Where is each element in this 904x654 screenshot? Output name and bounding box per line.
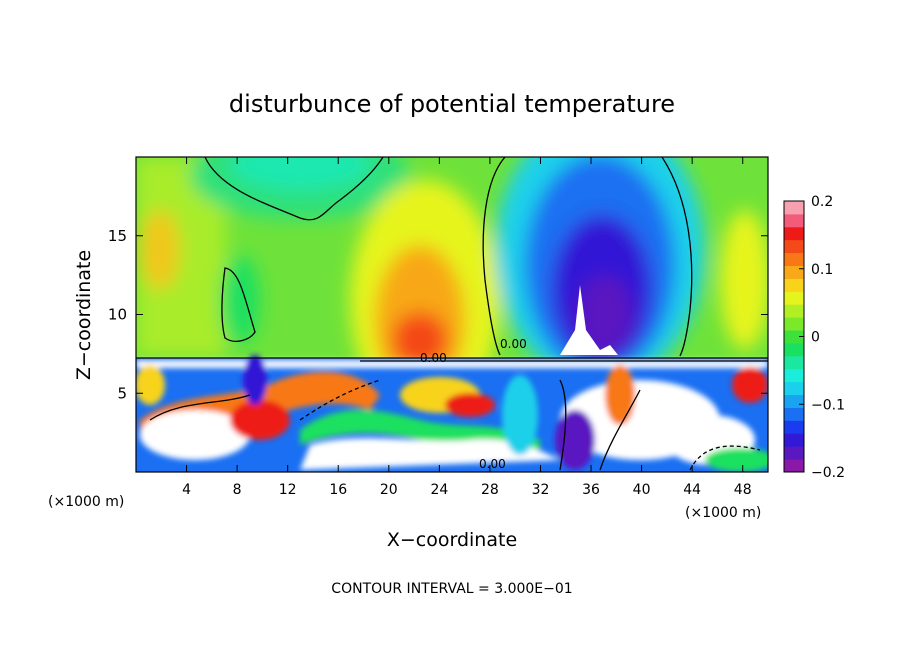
x-unit-label-left: (×1000 m) (48, 494, 124, 510)
lower-warm-blob-left (230, 400, 290, 440)
colorbar-tick-label: 0.1 (811, 262, 833, 278)
contour-line-top-arc (204, 157, 384, 221)
x-unit-label-right: (×1000 m) (685, 505, 761, 521)
lower-yellow-blob-left (136, 365, 165, 405)
chart-title: disturbunce of potential temperature (229, 90, 675, 118)
lower-red-blob-mid (445, 393, 495, 417)
colorbar-swatch (784, 226, 804, 241)
y-tick-label: 5 (117, 384, 127, 402)
x-tick-label: 12 (279, 482, 297, 498)
colorbar-tick-label: 0.2 (811, 194, 833, 210)
colorbar-swatch (784, 420, 804, 434)
heatmap-field: 0.00 0.00 0.00 (136, 157, 768, 472)
x-tick-label: 48 (734, 482, 752, 498)
x-tick-label: 8 (233, 482, 242, 498)
colorbar-swatch (784, 433, 804, 447)
x-tick-label: 32 (532, 482, 550, 498)
colorbar-swatch (784, 368, 804, 383)
colorbar-swatch (784, 407, 804, 421)
x-axis-ticks: 4 8 12 16 20 24 28 32 36 40 44 48 (182, 157, 752, 498)
x-tick-label: 20 (380, 482, 398, 498)
contour-line-lower-5 (299, 379, 381, 421)
y-tick-label: 10 (108, 306, 127, 324)
contour-line-lower-2 (559, 379, 567, 471)
colorbar-swatch (784, 252, 804, 267)
lower-blue-dark-blob (243, 355, 267, 405)
x-axis-label: X−coordinate (387, 529, 517, 551)
lower-warm-streak-right (605, 365, 635, 425)
colorbar-swatch (784, 239, 804, 254)
colorbar-swatch (784, 278, 804, 292)
lower-white-streak (300, 438, 560, 470)
lower-white-blob-left (140, 410, 250, 460)
contour-line-island (221, 267, 256, 342)
contour-lines (136, 157, 768, 471)
warm-plume-core (392, 312, 448, 368)
y-axis-label: Z−coordinate (73, 250, 95, 380)
field-patch-green-mid (220, 255, 260, 345)
x-tick-label: 24 (430, 482, 448, 498)
colorbar-swatch (784, 213, 804, 228)
colorbar-swatch (784, 394, 804, 408)
field-patch-top-left-inner (230, 157, 370, 190)
y-tick-label: 15 (108, 227, 127, 245)
contour-line-lower-3 (599, 389, 641, 471)
contour-line-lower-1 (149, 394, 251, 421)
colorbar-swatch (784, 355, 804, 370)
y-axis-ticks: 5 10 15 (108, 227, 768, 402)
x-tick-label: 4 (182, 482, 191, 498)
cold-plume-core (577, 275, 633, 355)
colorbar-swatch (784, 330, 804, 344)
lower-red-blob-right (732, 367, 768, 403)
contour-interval-note: CONTOUR INTERVAL = 3.000E−01 (331, 581, 572, 597)
contour-label-1: 0.00 (420, 351, 447, 365)
colorbar-swatch (784, 201, 804, 215)
colorbar-swatch (784, 317, 804, 331)
contour-line-plume-left (482, 157, 506, 356)
x-tick-label: 16 (329, 482, 347, 498)
contour-label-2: 0.00 (479, 457, 506, 471)
lower-field (136, 355, 768, 472)
contour-line-plume-right (661, 157, 693, 357)
colorbar-swatch (784, 265, 804, 279)
field-patch-warm-right (720, 210, 768, 350)
x-tick-label: 44 (683, 482, 701, 498)
colorbar-swatch (784, 291, 804, 305)
lower-cyan-streak (502, 375, 538, 455)
colorbar-tick-label: 0 (811, 330, 820, 346)
colorbar: 0.2 0.1 0 −0.1 −0.2 (783, 194, 845, 481)
colorbar-swatch (784, 304, 804, 318)
field-patch-warm-left (140, 210, 180, 290)
x-tick-label: 28 (481, 482, 499, 498)
colorbar-swatch (784, 381, 804, 396)
cold-plume-white-spike (560, 285, 618, 355)
colorbar-tick-label: −0.2 (811, 465, 845, 481)
colorbar-swatch (784, 342, 804, 357)
colorbar-swatch (784, 459, 804, 473)
x-tick-label: 36 (582, 482, 600, 498)
lower-green-blob-right (705, 448, 768, 472)
contour-label-3: 0.00 (500, 337, 527, 351)
x-tick-label: 40 (633, 482, 651, 498)
colorbar-swatch (784, 446, 804, 460)
colorbar-tick-label: −0.1 (811, 397, 845, 413)
lower-white-band (136, 360, 768, 368)
